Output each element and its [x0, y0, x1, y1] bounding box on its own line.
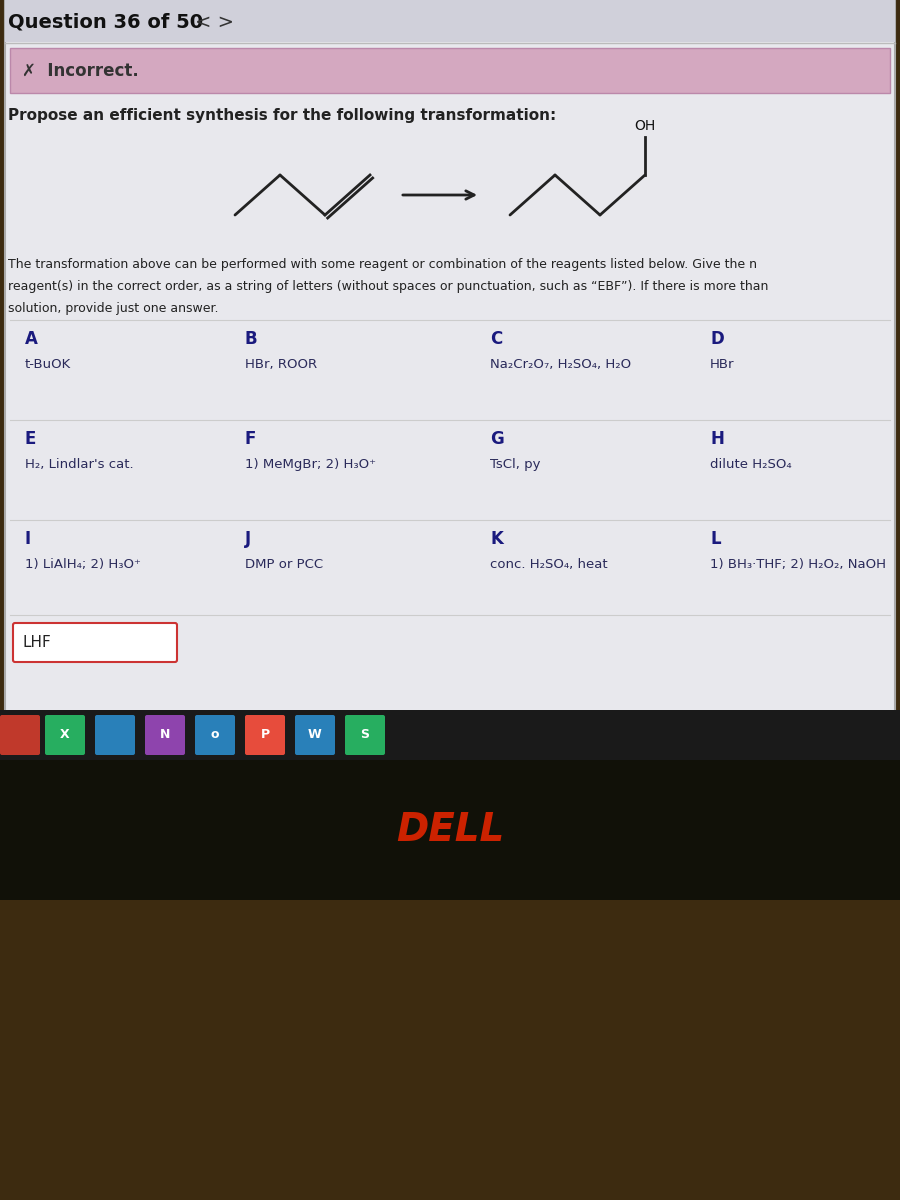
Text: DMP or PCC: DMP or PCC: [245, 558, 323, 571]
Text: A: A: [25, 330, 38, 348]
Text: ✗  Incorrect.: ✗ Incorrect.: [22, 61, 139, 79]
Text: LHF: LHF: [22, 635, 50, 650]
Text: 1) BH₃·THF; 2) H₂O₂, NaOH: 1) BH₃·THF; 2) H₂O₂, NaOH: [710, 558, 886, 571]
Text: S: S: [361, 728, 370, 742]
FancyBboxPatch shape: [0, 715, 40, 755]
Bar: [0, 760, 900, 1200]
FancyBboxPatch shape: [13, 623, 177, 662]
Text: Na₂Cr₂O₇, H₂SO₄, H₂O: Na₂Cr₂O₇, H₂SO₄, H₂O: [490, 358, 631, 371]
Text: DELL: DELL: [396, 811, 504, 850]
Text: Question 36 of 50: Question 36 of 50: [8, 12, 203, 31]
Bar: [0, 710, 900, 760]
Text: P: P: [260, 728, 270, 742]
Text: E: E: [25, 430, 36, 448]
Bar: [5, 0, 895, 42]
Text: C: C: [490, 330, 502, 348]
Text: H₂, Lindlar's cat.: H₂, Lindlar's cat.: [25, 458, 133, 470]
Bar: [10, 48, 890, 92]
FancyBboxPatch shape: [195, 715, 235, 755]
Text: conc. H₂SO₄, heat: conc. H₂SO₄, heat: [490, 558, 608, 571]
Text: X: X: [60, 728, 70, 742]
Text: solution, provide just one answer.: solution, provide just one answer.: [8, 302, 219, 314]
Text: L: L: [710, 530, 721, 548]
FancyBboxPatch shape: [145, 715, 185, 755]
Text: H: H: [710, 430, 724, 448]
FancyBboxPatch shape: [345, 715, 385, 755]
Text: Propose an efficient synthesis for the following transformation:: Propose an efficient synthesis for the f…: [8, 108, 556, 122]
FancyBboxPatch shape: [95, 715, 135, 755]
Text: reagent(s) in the correct order, as a string of letters (without spaces or punct: reagent(s) in the correct order, as a st…: [8, 280, 769, 293]
Text: B: B: [245, 330, 257, 348]
Text: < >: < >: [195, 12, 234, 31]
Text: HBr: HBr: [710, 358, 734, 371]
Text: dilute H₂SO₄: dilute H₂SO₄: [710, 458, 792, 470]
Text: t-BuOK: t-BuOK: [25, 358, 71, 371]
Text: TsCl, py: TsCl, py: [490, 458, 541, 470]
Text: J: J: [245, 530, 251, 548]
FancyBboxPatch shape: [45, 715, 85, 755]
Bar: [5, 0, 895, 760]
Text: N: N: [160, 728, 170, 742]
Bar: [0, 900, 900, 1200]
Text: D: D: [710, 330, 724, 348]
Text: o: o: [211, 728, 220, 742]
Text: 1) MeMgBr; 2) H₃O⁺: 1) MeMgBr; 2) H₃O⁺: [245, 458, 376, 470]
FancyBboxPatch shape: [245, 715, 285, 755]
Text: G: G: [490, 430, 504, 448]
Text: K: K: [490, 530, 503, 548]
Text: The transformation above can be performed with some reagent or combination of th: The transformation above can be performe…: [8, 258, 757, 271]
Text: HBr, ROOR: HBr, ROOR: [245, 358, 317, 371]
FancyBboxPatch shape: [295, 715, 335, 755]
Text: I: I: [25, 530, 32, 548]
Text: F: F: [245, 430, 256, 448]
Text: 1) LiAlH₄; 2) H₃O⁺: 1) LiAlH₄; 2) H₃O⁺: [25, 558, 141, 571]
Text: W: W: [308, 728, 322, 742]
Text: OH: OH: [634, 119, 655, 133]
